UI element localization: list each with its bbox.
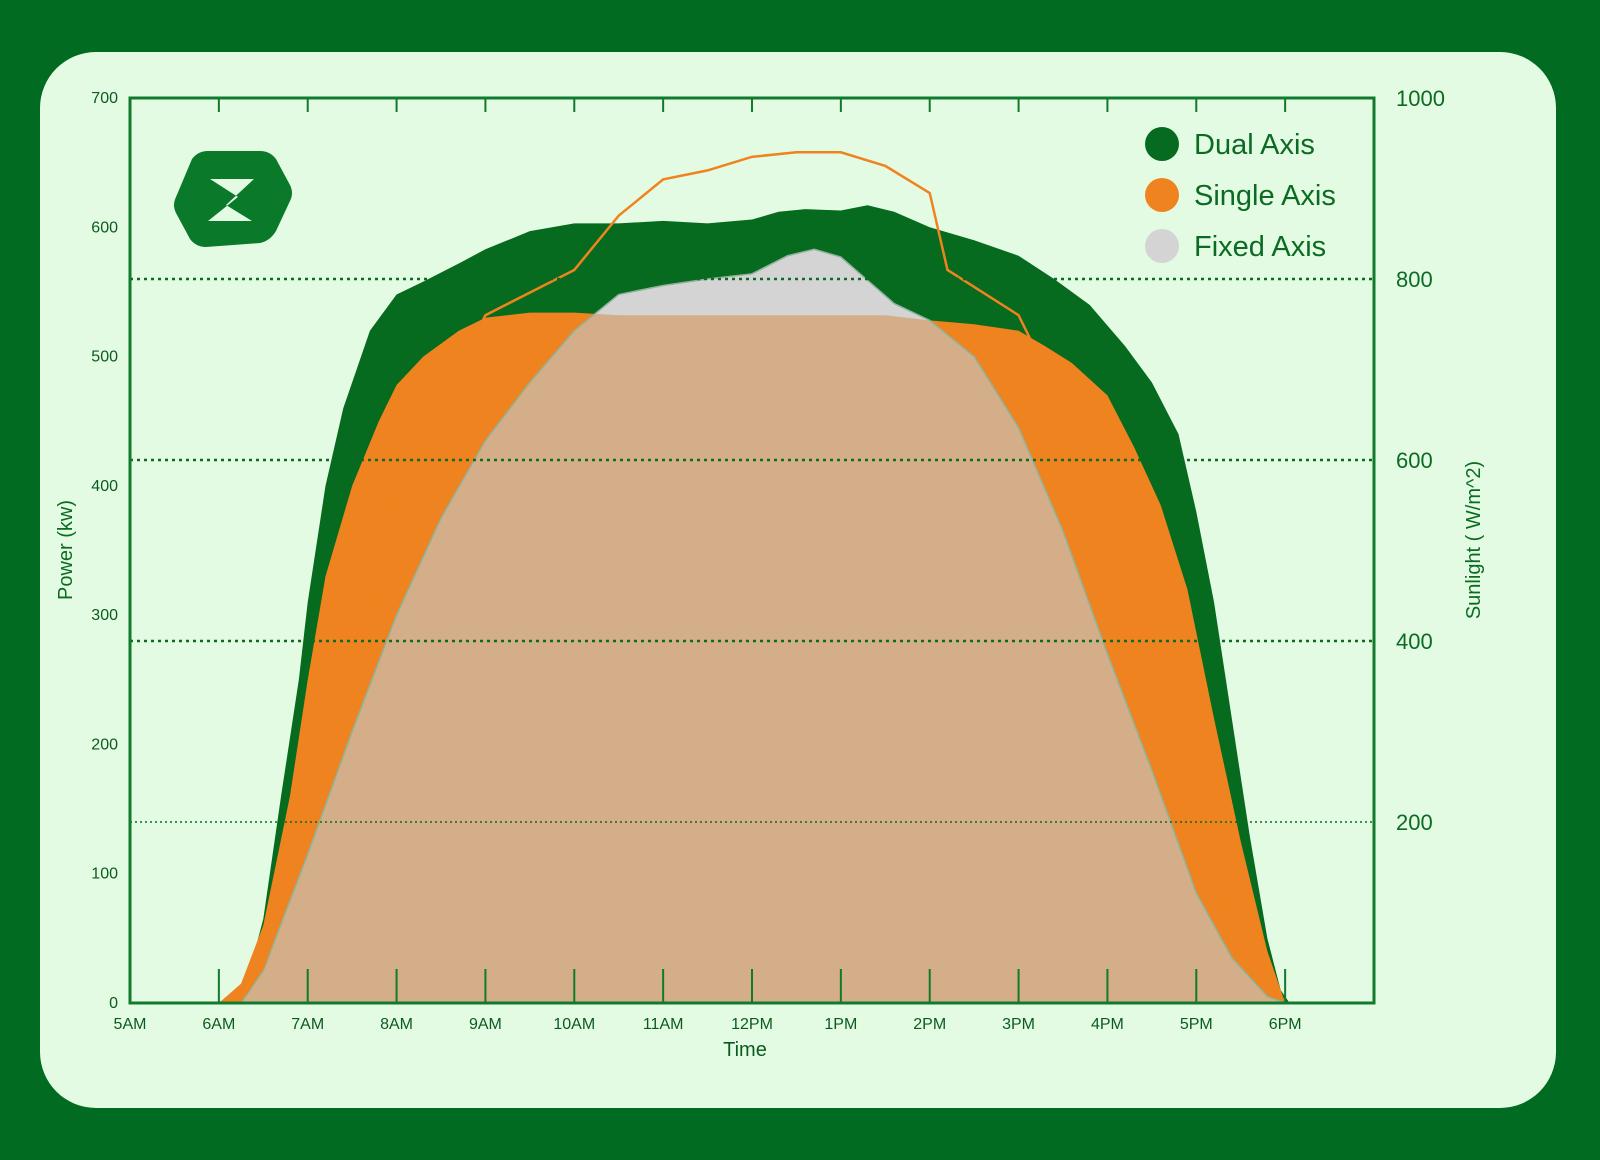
x-tick-label: 8AM	[380, 1016, 413, 1033]
fixed-axis-outline	[240, 248, 1286, 1003]
x-tick-label: 4PM	[1091, 1016, 1124, 1033]
legend-label: Fixed Axis	[1194, 231, 1326, 263]
x-tick-label: 5AM	[114, 1016, 147, 1033]
y2-tick-label: 400	[1396, 629, 1433, 654]
y-tick-label: 500	[91, 349, 118, 366]
legend-swatch	[1145, 229, 1179, 263]
y-axis-label: Power (kw)	[55, 500, 77, 600]
fixed-single-overlap-area	[241, 312, 1286, 1003]
x-tick-label: 12PM	[731, 1016, 773, 1033]
legend-swatch	[1145, 178, 1179, 212]
y-tick-label: 100	[91, 866, 118, 883]
y-tick-label: 400	[91, 478, 118, 495]
x-tick-label: 3PM	[1002, 1016, 1035, 1033]
legend: Dual Axis Single Axis Fixed Axis	[1145, 127, 1336, 263]
power-sunlight-chart: 5AM 6AM 7AM 8AM 9AM 10AM 11AM 12PM 1PM 2PM 3PM 4PM 5…	[55, 86, 1485, 1061]
lightning-z-logo-icon	[174, 151, 292, 247]
y-tick-label: 700	[91, 90, 118, 107]
sunlight-line	[218, 151, 1287, 1003]
y2-tick-label: 800	[1396, 267, 1433, 292]
y-tick-label: 0	[109, 995, 118, 1012]
y2-axis-label: Sunlight ( W/m^2)	[1463, 461, 1485, 619]
y2-tick-label: 200	[1396, 810, 1433, 835]
x-tick-label: 2PM	[913, 1016, 946, 1033]
legend-label: Single Axis	[1194, 180, 1336, 212]
y-tick-label: 300	[91, 607, 118, 624]
y-tick-label: 200	[91, 736, 118, 753]
x-tick-label: 1PM	[824, 1016, 857, 1033]
x-axis-label: Time	[723, 1039, 767, 1061]
x-tick-label: 11AM	[643, 1016, 684, 1033]
x-tick-label: 6PM	[1269, 1016, 1302, 1033]
x-tick-label: 6AM	[202, 1016, 235, 1033]
y2-tick-label: 1000	[1396, 86, 1445, 111]
legend-swatch	[1145, 127, 1179, 161]
chart-card: 5AM 6AM 7AM 8AM 9AM 10AM 11AM 12PM 1PM 2PM 3PM 4PM 5…	[40, 52, 1556, 1108]
x-tick-label: 9AM	[469, 1016, 502, 1033]
x-tick-label: 10AM	[553, 1016, 595, 1033]
x-tick-label: 5PM	[1180, 1016, 1213, 1033]
y-tick-label: 600	[91, 219, 118, 236]
y2-tick-label: 600	[1396, 448, 1433, 473]
x-tick-label: 7AM	[291, 1016, 324, 1033]
legend-label: Dual Axis	[1194, 129, 1315, 161]
